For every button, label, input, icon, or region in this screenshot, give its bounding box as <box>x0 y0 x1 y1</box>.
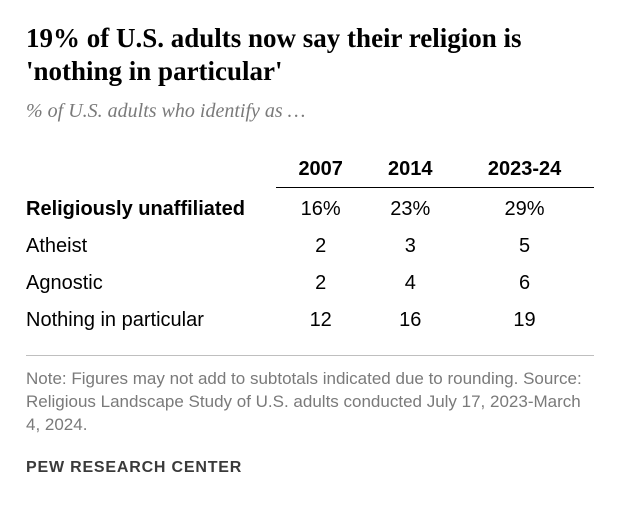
table-cell: 29% <box>455 187 594 228</box>
table-cell: 19 <box>455 302 594 339</box>
table-row-label: Religiously unaffiliated <box>26 187 276 228</box>
note-text: Note: Figures may not add to subtotals i… <box>26 368 594 437</box>
table-row-label: Atheist <box>26 228 276 265</box>
table-cell: 16 <box>365 302 455 339</box>
table-cell: 23% <box>365 187 455 228</box>
table-header-row: 2007 2014 2023-24 <box>26 151 594 188</box>
table-row: Agnostic 2 4 6 <box>26 265 594 302</box>
table-cell: 6 <box>455 265 594 302</box>
table-row: Nothing in particular 12 16 19 <box>26 302 594 339</box>
table-row-label: Agnostic <box>26 265 276 302</box>
table-cell: 4 <box>365 265 455 302</box>
table-row: Religiously unaffiliated 16% 23% 29% <box>26 187 594 228</box>
table-header-col: 2023-24 <box>455 151 594 188</box>
table-cell: 12 <box>276 302 366 339</box>
table-cell: 3 <box>365 228 455 265</box>
data-table: 2007 2014 2023-24 Religiously unaffiliat… <box>26 151 594 339</box>
table-cell: 5 <box>455 228 594 265</box>
table-row-label: Nothing in particular <box>26 302 276 339</box>
table-cell: 2 <box>276 228 366 265</box>
chart-subtitle: % of U.S. adults who identify as … <box>26 100 594 123</box>
table-header-col: 2014 <box>365 151 455 188</box>
table-header-blank <box>26 151 276 188</box>
table-header-col: 2007 <box>276 151 366 188</box>
table-cell: 16% <box>276 187 366 228</box>
table-cell: 2 <box>276 265 366 302</box>
table-row: Atheist 2 3 5 <box>26 228 594 265</box>
chart-title: 19% of U.S. adults now say their religio… <box>26 22 594 88</box>
footer-attribution: PEW RESEARCH CENTER <box>26 459 594 477</box>
divider <box>26 355 594 356</box>
